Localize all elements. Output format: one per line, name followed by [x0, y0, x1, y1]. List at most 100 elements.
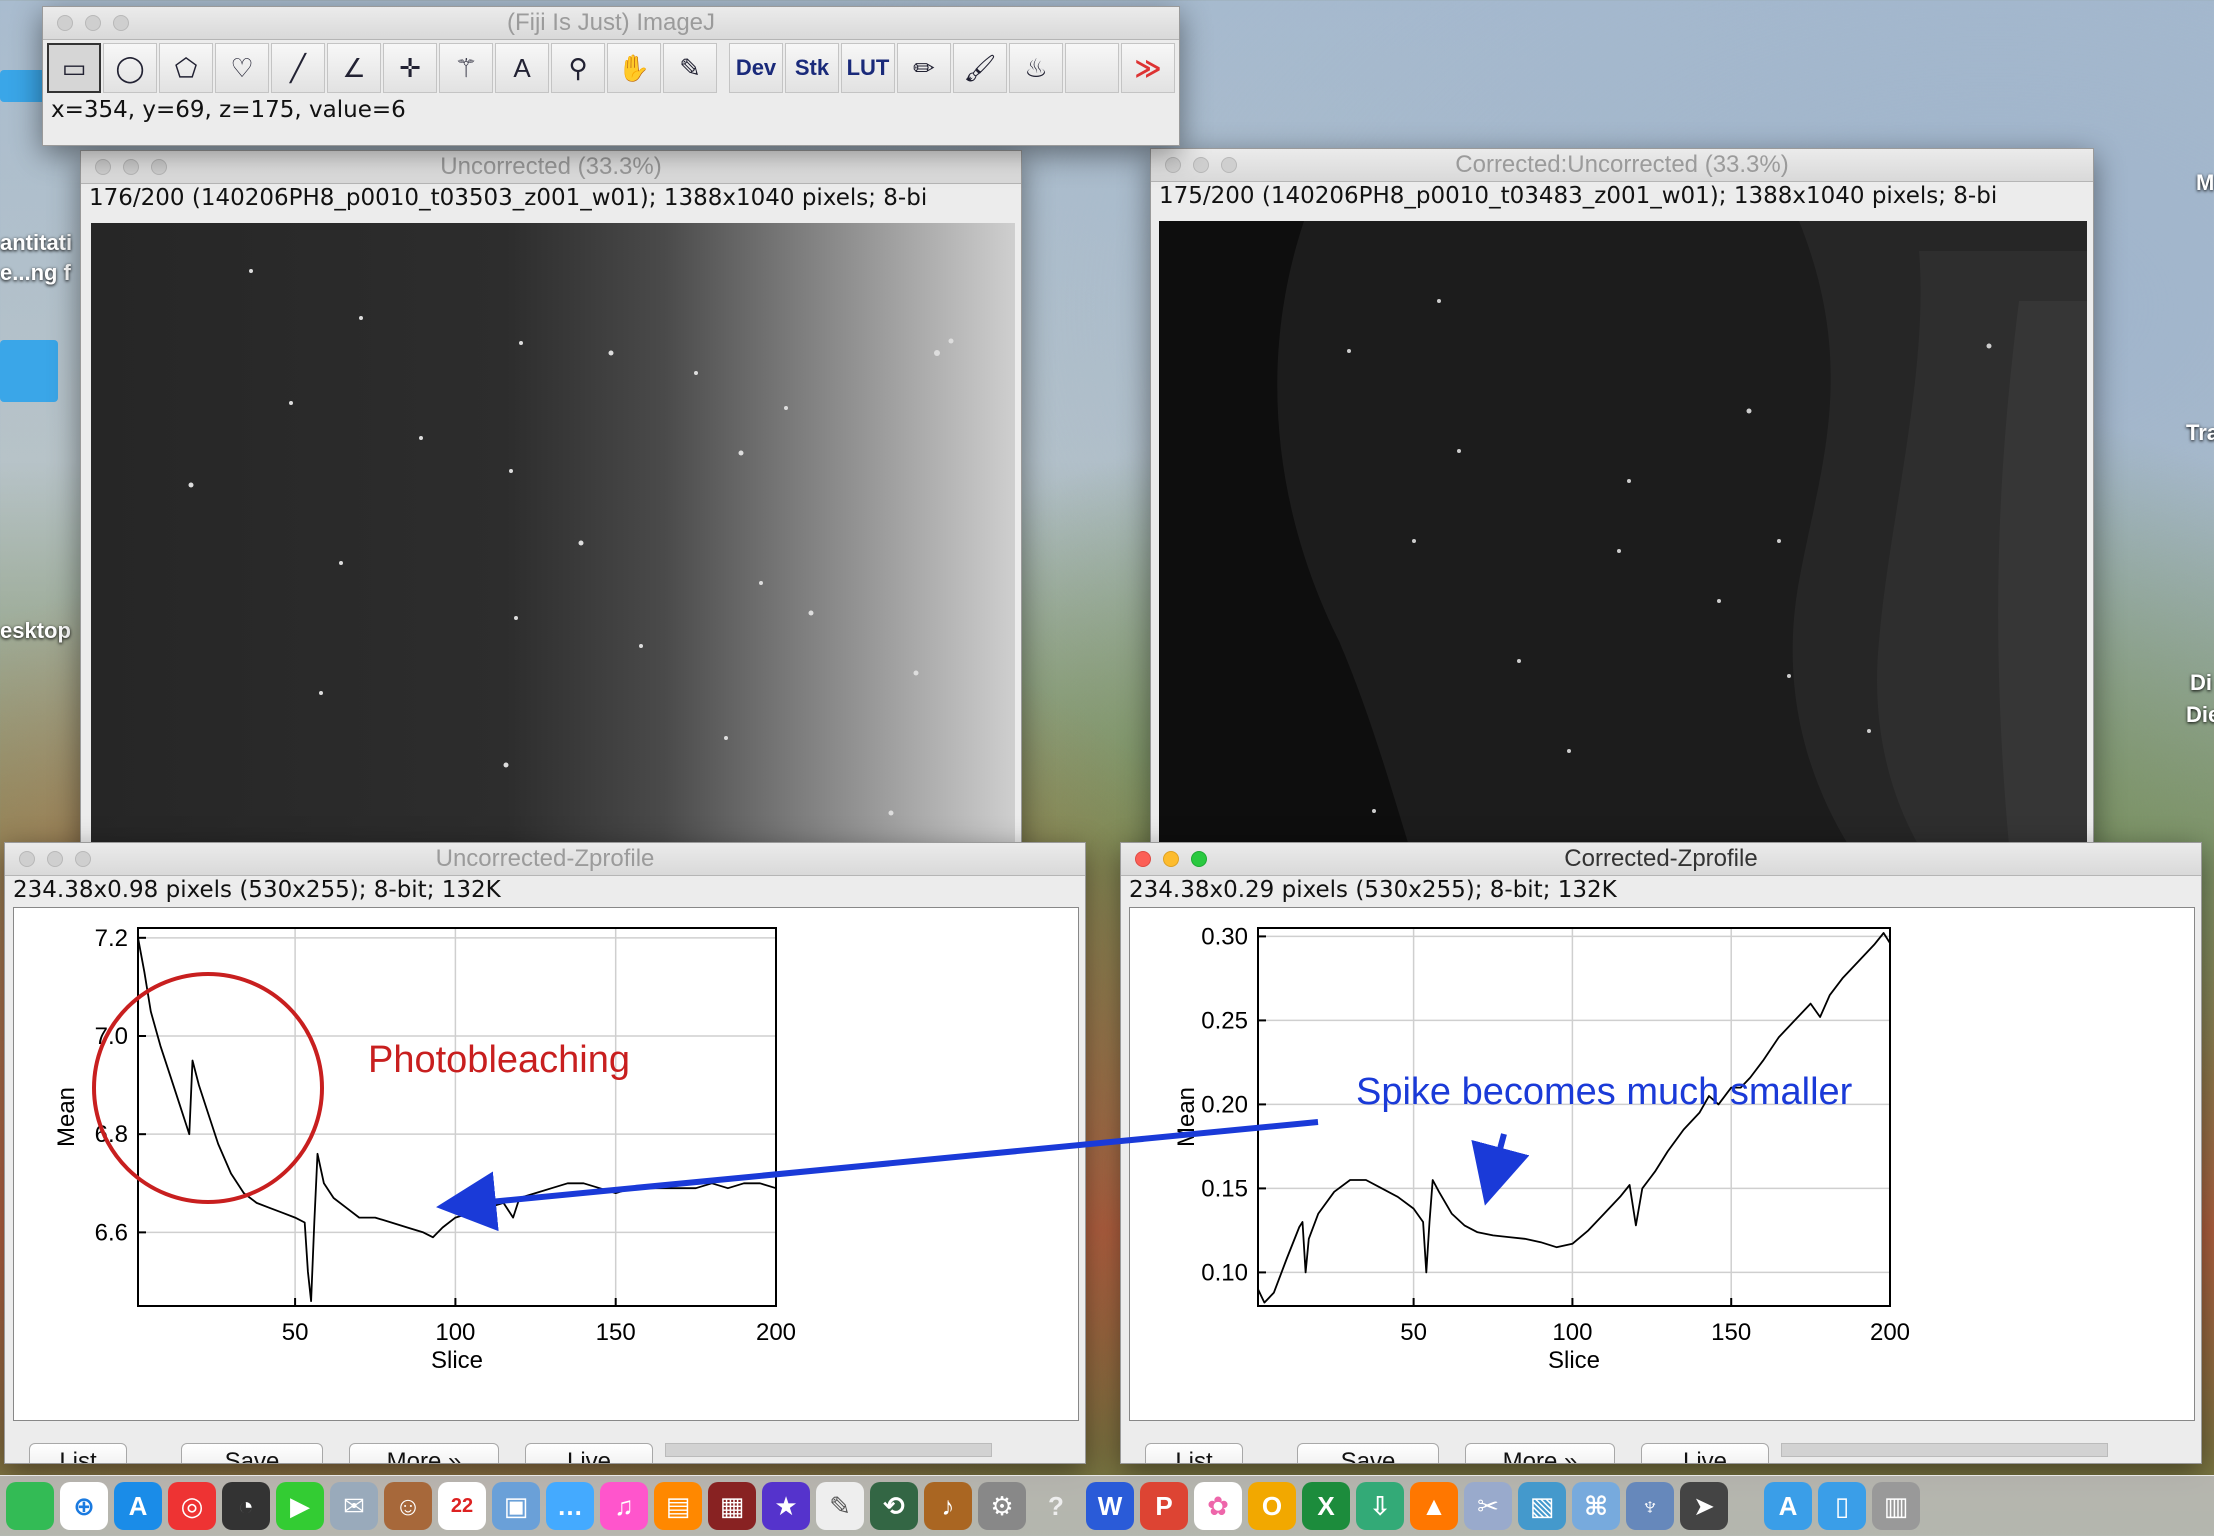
- textedit-icon[interactable]: ✎: [816, 1482, 864, 1530]
- x-tick-label: 150: [596, 1319, 636, 1346]
- minimize-button[interactable]: [123, 159, 139, 175]
- more-button[interactable]: More »: [349, 1443, 499, 1463]
- app-store-icon[interactable]: A: [114, 1482, 162, 1530]
- live-button[interactable]: Live: [1641, 1443, 1769, 1463]
- photos-icon[interactable]: ✿: [1194, 1482, 1242, 1530]
- lut-menu-button[interactable]: LUT: [841, 43, 895, 93]
- applications-folder-icon[interactable]: A: [1764, 1482, 1812, 1530]
- trash-icon[interactable]: ▥: [1872, 1482, 1920, 1530]
- line-tool-icon[interactable]: ╱: [271, 43, 325, 93]
- photo-booth-icon[interactable]: ▦: [708, 1482, 756, 1530]
- close-button[interactable]: [1135, 851, 1151, 867]
- text-tool-icon[interactable]: A: [495, 43, 549, 93]
- powerpoint-icon[interactable]: P: [1140, 1482, 1188, 1530]
- garageband-icon[interactable]: ♪: [924, 1482, 972, 1530]
- vlc-icon[interactable]: ▲: [1410, 1482, 1458, 1530]
- uncorrected-zprofile-window[interactable]: Uncorrected-Zprofile 234.38x0.98 pixels …: [4, 842, 1086, 1464]
- uncorrected-image-window[interactable]: Uncorrected (33.3%) 176/200 (140206PH8_p…: [80, 150, 1022, 852]
- calendar-icon[interactable]: 22: [438, 1482, 486, 1530]
- minimize-button[interactable]: [47, 851, 63, 867]
- zoom-button[interactable]: [1191, 851, 1207, 867]
- corrected-image-window[interactable]: Corrected:Uncorrected (33.3%) 175/200 (1…: [1150, 148, 2094, 850]
- excel-icon[interactable]: X: [1302, 1482, 1350, 1530]
- magnifier-tool-icon[interactable]: ⚲: [551, 43, 605, 93]
- x-tick-label: 150: [1711, 1319, 1751, 1346]
- contacts-icon[interactable]: ☺: [384, 1482, 432, 1530]
- itunes-icon[interactable]: ♫: [600, 1482, 648, 1530]
- downloader-icon[interactable]: ⇩: [1356, 1482, 1404, 1530]
- image-canvas[interactable]: [1159, 221, 2087, 846]
- desktop-label[interactable]: esktop: [0, 618, 71, 643]
- app-icon[interactable]: [6, 1482, 54, 1530]
- angle-tool-icon[interactable]: ∠: [327, 43, 381, 93]
- more-button[interactable]: More »: [1465, 1443, 1615, 1463]
- minimize-button[interactable]: [1163, 851, 1179, 867]
- desktop-label[interactable]: e...ng f: [0, 260, 71, 285]
- desktop-label[interactable]: Die: [2186, 702, 2214, 727]
- app-icon[interactable]: O: [1248, 1482, 1296, 1530]
- save-button[interactable]: Save: [181, 1443, 323, 1463]
- fiji-icon[interactable]: ♆: [1626, 1482, 1674, 1530]
- zoom-button[interactable]: [151, 159, 167, 175]
- zoom-button[interactable]: [113, 15, 129, 31]
- imagej-main-window[interactable]: (Fiji Is Just) ImageJ ▭ ◯ ⬠ ♡ ╱ ∠ ✛ ⚚ A …: [42, 6, 1180, 146]
- desktop-label[interactable]: M: [2196, 170, 2214, 195]
- photos-viewer-icon[interactable]: ▣: [492, 1482, 540, 1530]
- word-icon[interactable]: W: [1086, 1482, 1134, 1530]
- list-button[interactable]: List: [1145, 1443, 1243, 1463]
- flood-fill-tool-icon[interactable]: ♨: [1009, 43, 1063, 93]
- minimize-button[interactable]: [1193, 157, 1209, 173]
- minimize-button[interactable]: [85, 15, 101, 31]
- desktop-label[interactable]: Di: [2190, 670, 2212, 695]
- dev-menu-button[interactable]: Dev: [729, 43, 783, 93]
- desktop-label[interactable]: Tra: [2186, 420, 2214, 445]
- list-button[interactable]: List: [29, 1443, 127, 1463]
- preview-icon[interactable]: ✉: [330, 1482, 378, 1530]
- close-button[interactable]: [1165, 157, 1181, 173]
- image-capture-icon[interactable]: ▧: [1518, 1482, 1566, 1530]
- facetime-icon[interactable]: ▶: [276, 1482, 324, 1530]
- title-bar[interactable]: Corrected:Uncorrected (33.3%): [1151, 149, 2093, 182]
- network-icon[interactable]: ⌘: [1572, 1482, 1620, 1530]
- messages-icon[interactable]: …: [546, 1482, 594, 1530]
- close-button[interactable]: [57, 15, 73, 31]
- corrected-zprofile-window[interactable]: Corrected-Zprofile 234.38x0.29 pixels (5…: [1120, 842, 2202, 1464]
- system-preferences-icon[interactable]: ⚙: [978, 1482, 1026, 1530]
- pencil-tool-icon[interactable]: ✏: [897, 43, 951, 93]
- dashboard-icon[interactable]: ◔: [222, 1482, 270, 1530]
- safari-icon[interactable]: ⊕: [60, 1482, 108, 1530]
- stk-menu-button[interactable]: Stk: [785, 43, 839, 93]
- pointer-icon[interactable]: ➤: [1680, 1482, 1728, 1530]
- zoom-button[interactable]: [1221, 157, 1237, 173]
- title-bar[interactable]: Uncorrected-Zprofile: [5, 843, 1085, 876]
- freehand-tool-icon[interactable]: ♡: [215, 43, 269, 93]
- image-canvas[interactable]: [91, 223, 1015, 848]
- oval-tool-icon[interactable]: ◯: [103, 43, 157, 93]
- close-button[interactable]: [95, 159, 111, 175]
- title-bar[interactable]: (Fiji Is Just) ImageJ: [43, 7, 1179, 40]
- title-bar[interactable]: Corrected-Zprofile: [1121, 843, 2201, 876]
- save-button[interactable]: Save: [1297, 1443, 1439, 1463]
- live-button[interactable]: Live: [525, 1443, 653, 1463]
- desktop-label[interactable]: antitati: [0, 230, 73, 255]
- utility-icon[interactable]: ✂: [1464, 1482, 1512, 1530]
- brush-tool-icon[interactable]: 🖌: [953, 43, 1007, 93]
- polygon-tool-icon[interactable]: ⬠: [159, 43, 213, 93]
- chrome-icon[interactable]: ◎: [168, 1482, 216, 1530]
- point-tool-icon[interactable]: ✛: [383, 43, 437, 93]
- imovie-icon[interactable]: ★: [762, 1482, 810, 1530]
- documents-folder-icon[interactable]: ▯: [1818, 1482, 1866, 1530]
- ibooks-icon[interactable]: ▤: [654, 1482, 702, 1530]
- zoom-button[interactable]: [75, 851, 91, 867]
- time-machine-icon[interactable]: ⟲: [870, 1482, 918, 1530]
- hand-tool-icon[interactable]: ✋: [607, 43, 661, 93]
- dropper-tool-icon[interactable]: ✎: [663, 43, 717, 93]
- title-bar[interactable]: Uncorrected (33.3%): [81, 151, 1021, 184]
- wand-tool-icon[interactable]: ⚚: [439, 43, 493, 93]
- rectangle-tool-icon[interactable]: ▭: [47, 43, 101, 93]
- more-tools-icon[interactable]: ≫: [1121, 43, 1175, 93]
- close-button[interactable]: [19, 851, 35, 867]
- unknown-app-icon[interactable]: ?: [1048, 1490, 1064, 1521]
- desktop-folder-tile[interactable]: [0, 340, 58, 402]
- plot-area[interactable]: 50 100 150 200 0.30 0.25 0.20 0.15 0.10 Slice Mean: [1129, 907, 2195, 1421]
